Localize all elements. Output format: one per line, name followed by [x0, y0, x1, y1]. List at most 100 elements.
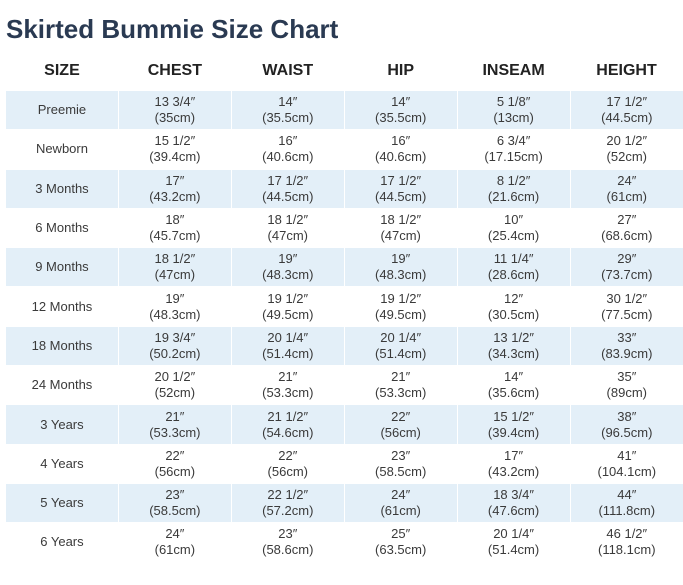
measure-cell: 17 1/2″ (44.5cm) — [343, 168, 458, 209]
inches: 17 1/2″ — [267, 172, 309, 188]
centimeters: (51.4cm) — [375, 345, 427, 361]
size-cell: 9 Months — [5, 247, 119, 288]
measure-cell: 24″ (61cm) — [343, 482, 458, 524]
inches: 23″ — [278, 526, 298, 542]
centimeters: (52cm) — [154, 385, 196, 401]
centimeters: (68.6cm) — [601, 228, 653, 244]
size-table: SIZE CHEST WAIST HIP INSEAM HEIGHT Preemie 13 … — [5, 52, 683, 563]
centimeters: (48.3cm) — [375, 267, 427, 283]
inches: 11 1/4″ — [493, 251, 534, 267]
inches: 16″ — [278, 133, 298, 149]
centimeters: (53.3cm) — [375, 385, 427, 401]
inches: 20 1/2″ — [154, 369, 196, 385]
centimeters: (44.5cm) — [375, 188, 427, 204]
inches: 41″ — [617, 447, 637, 463]
measure-cell: 27″ (68.6cm) — [569, 207, 683, 249]
inches: 24″ — [617, 172, 637, 188]
measure-cell: 20 1/2″ (52cm) — [569, 129, 683, 170]
measure-cell: 16″ (40.6cm) — [230, 129, 345, 170]
centimeters: (61cm) — [380, 503, 421, 519]
centimeters: (118.1cm) — [597, 542, 656, 558]
centimeters: (63.5cm) — [375, 542, 427, 558]
table-row: 9 Months 18 1/2″ (47cm) 19″ (48.3cm) 19″ (48.3… — [5, 247, 683, 288]
column-header: HEIGHT — [596, 62, 657, 79]
size-cell: 4 Years — [5, 443, 119, 484]
inches: 17″ — [504, 447, 524, 463]
centimeters: (61cm) — [154, 542, 196, 558]
table-row: Newborn 15 1/2″ (39.4cm) 16″ (40.6cm) 16″ (40.… — [5, 129, 683, 170]
table-row: 3 Months 17″ (43.2cm) 17 1/2″ (44.5cm) 17 1/2… — [5, 168, 683, 209]
inches: 18 1/2″ — [380, 212, 422, 228]
measure-cell: 19″ (48.3cm) — [117, 286, 232, 327]
centimeters: (58.5cm) — [149, 503, 201, 519]
inches: 18 1/2″ — [267, 212, 309, 228]
centimeters: (35.6cm) — [487, 385, 540, 401]
centimeters: (83.9cm) — [601, 345, 653, 361]
inches: 35″ — [617, 369, 637, 385]
inches: 15 1/2″ — [493, 408, 534, 424]
centimeters: (104.1cm) — [597, 463, 657, 479]
inches: 20 1/2″ — [606, 133, 648, 149]
centimeters: (40.6cm) — [262, 149, 314, 165]
centimeters: (30.5cm) — [487, 306, 540, 322]
inches: 15 1/2″ — [154, 133, 196, 149]
size-cell: 3 Years — [5, 404, 119, 445]
measure-cell: 46 1/2″ (118.1cm) — [569, 522, 683, 563]
inches: 18″ — [165, 212, 185, 228]
inches: 22″ — [165, 447, 185, 463]
measure-cell: 17″ (43.2cm) — [117, 168, 232, 209]
measure-cell: 20 1/2″ (52cm) — [117, 365, 232, 406]
column-header: SIZE — [44, 62, 80, 79]
measure-cell: 18″ (45.7cm) — [117, 207, 232, 249]
inches: 16″ — [391, 133, 411, 149]
centimeters: (47cm) — [267, 228, 308, 244]
table-row: 24 Months 20 1/2″ (52cm) 21″ (53.3cm) 21″ (53.… — [5, 365, 683, 406]
inches: 24″ — [391, 487, 411, 503]
measure-cell: 24″ (61cm) — [569, 168, 683, 209]
inches: 19″ — [165, 290, 185, 306]
centimeters: (54.6cm) — [262, 424, 314, 440]
centimeters: (35.5cm) — [375, 110, 427, 126]
centimeters: (25.4cm) — [487, 228, 540, 244]
table-header: SIZE CHEST WAIST HIP INSEAM HEIGHT — [6, 52, 683, 91]
measure-cell: 33″ (83.9cm) — [569, 325, 683, 367]
inches: 17 1/2″ — [380, 172, 422, 188]
inches: 8 1/2″ — [496, 172, 531, 188]
table-row: Preemie 13 3/4″ (35cm) 14″ (35.5cm) 14″ (35.5c… — [5, 89, 683, 131]
inches: 21 1/2″ — [267, 408, 309, 424]
measure-cell: 13 3/4″ (35cm) — [117, 89, 232, 131]
measure-cell: 25″ (63.5cm) — [343, 522, 458, 563]
measure-cell: 21 1/2″ (54.6cm) — [230, 404, 345, 445]
inches: 21″ — [278, 369, 298, 385]
measure-cell: 23″ (58.6cm) — [230, 522, 345, 563]
inches: 19 1/2″ — [380, 290, 422, 306]
size-cell: 5 Years — [5, 482, 119, 524]
inches: 12″ — [504, 290, 524, 306]
centimeters: (56cm) — [267, 463, 308, 479]
inches: 30 1/2″ — [606, 290, 648, 306]
measure-cell: 17″ (43.2cm) — [456, 443, 571, 484]
centimeters: (51.4cm) — [262, 345, 314, 361]
table-row: 18 Months 19 3/4″ (50.2cm) 20 1/4″ (51.4cm) 2… — [5, 325, 683, 367]
measure-cell: 35″ (89cm) — [569, 365, 683, 406]
inches: 17″ — [165, 172, 185, 188]
title: Skirted Bummie Size Chart — [6, 14, 339, 44]
inches: 22 1/2″ — [267, 487, 309, 503]
measure-cell: 19 3/4″ (50.2cm) — [117, 325, 232, 367]
measure-cell: 10″ (25.4cm) — [456, 207, 571, 249]
inches: 33″ — [617, 329, 637, 345]
centimeters: (44.5cm) — [601, 110, 653, 126]
inches: 22″ — [278, 447, 298, 463]
measure-cell: 21″ (53.3cm) — [230, 365, 345, 406]
table-row: 12 Months 19″ (48.3cm) 19 1/2″ (49.5cm) 19 1/… — [5, 286, 683, 327]
inches: 27″ — [617, 212, 637, 228]
centimeters: (89cm) — [606, 385, 647, 401]
size-cell: 6 Years — [5, 522, 119, 563]
centimeters: (28.6cm) — [487, 267, 540, 283]
inches: 10″ — [504, 212, 524, 228]
measure-cell: 22″ (56cm) — [230, 443, 345, 484]
measure-cell: 23″ (58.5cm) — [117, 482, 232, 524]
measure-cell: 15 1/2″ (39.4cm) — [456, 404, 571, 445]
measure-cell: 24″ (61cm) — [117, 522, 232, 563]
